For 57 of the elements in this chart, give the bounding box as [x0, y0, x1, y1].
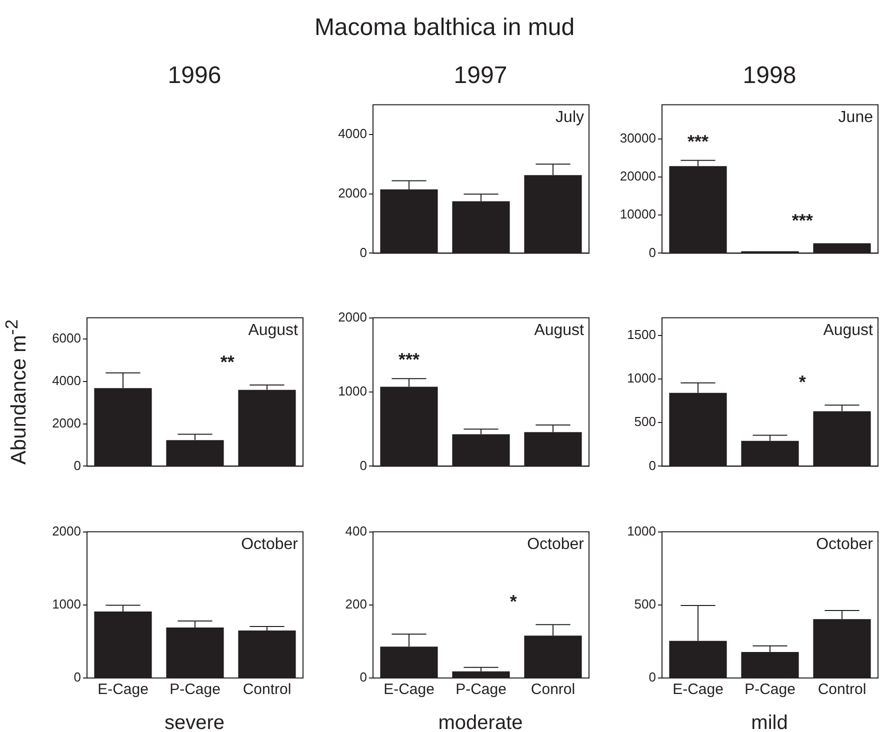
- chart-title: 1996: [166, 62, 222, 90]
- y-tick-label: 400: [345, 523, 367, 538]
- text: Macoma balthica in mud: [313, 14, 576, 42]
- y-tick-label: 30000: [620, 130, 656, 146]
- y-tick-label: 1000: [338, 384, 367, 399]
- y-tick-label: 1000: [52, 596, 81, 612]
- y-tick-label: 0: [74, 670, 81, 685]
- annotation: *: [798, 372, 806, 392]
- y-tick-label: 200: [345, 596, 367, 612]
- y-tick-label: 500: [634, 596, 656, 612]
- y-tick-label: 0: [360, 244, 367, 260]
- chart-title: 1997: [452, 62, 508, 90]
- x-axis-title: mild: [750, 712, 789, 732]
- annotation: October: [241, 536, 299, 554]
- y-tick-label: 6000: [52, 330, 81, 346]
- y-tick-label: 0: [360, 670, 367, 685]
- y-tick-label: 4000: [338, 126, 367, 142]
- annotation: ***: [398, 350, 420, 370]
- x-axis-title: severe: [163, 712, 226, 732]
- y-tick-label: 2000: [52, 415, 81, 430]
- x-tick-label: E-Cage: [672, 681, 724, 698]
- y-tick-label: 10000: [620, 206, 656, 222]
- annotation: June: [838, 109, 874, 126]
- y-tick-label: 0: [648, 458, 656, 473]
- annotation: October: [816, 536, 874, 554]
- annotation: August: [823, 322, 874, 340]
- annotation: ***: [792, 210, 813, 230]
- y-tick-label: 20000: [620, 168, 656, 184]
- y-tick-label: 0: [648, 244, 656, 260]
- y-tick-label: 2000: [338, 309, 367, 324]
- annotation: July: [556, 109, 584, 126]
- annotation: ***: [687, 131, 709, 152]
- x-tick-label: E-Cage: [98, 681, 148, 698]
- annotation: August: [248, 322, 299, 340]
- y-tick-label: 1000: [627, 370, 656, 386]
- x-tick-label: Control: [818, 681, 866, 698]
- y-tick-label: 0: [74, 458, 81, 473]
- annotation: *: [510, 592, 517, 612]
- y-tick-label: 0: [648, 670, 656, 685]
- x-tick-label: Control: [242, 681, 292, 698]
- x-tick-label: P-Cage: [744, 681, 796, 698]
- x-axis-title: moderate: [437, 712, 524, 732]
- y-tick-label: 1500: [627, 326, 656, 342]
- y-tick-label: 1000: [627, 523, 656, 538]
- y-tick-label: 500: [634, 414, 656, 430]
- y-tick-label: 4000: [52, 372, 81, 388]
- annotation: **: [220, 352, 234, 372]
- y-tick-label: 2000: [338, 185, 367, 200]
- chart-title: 1998: [742, 62, 798, 90]
- x-tick-label: Conrol: [530, 681, 576, 698]
- x-tick-label: P-Cage: [170, 681, 220, 698]
- x-tick-label: E-Cage: [384, 681, 434, 698]
- x-tick-label: P-Cage: [456, 681, 506, 698]
- y-tick-label: 2000: [52, 523, 81, 538]
- annotation: August: [534, 322, 585, 340]
- y-tick-label: 0: [360, 458, 367, 473]
- annotation: October: [527, 536, 585, 554]
